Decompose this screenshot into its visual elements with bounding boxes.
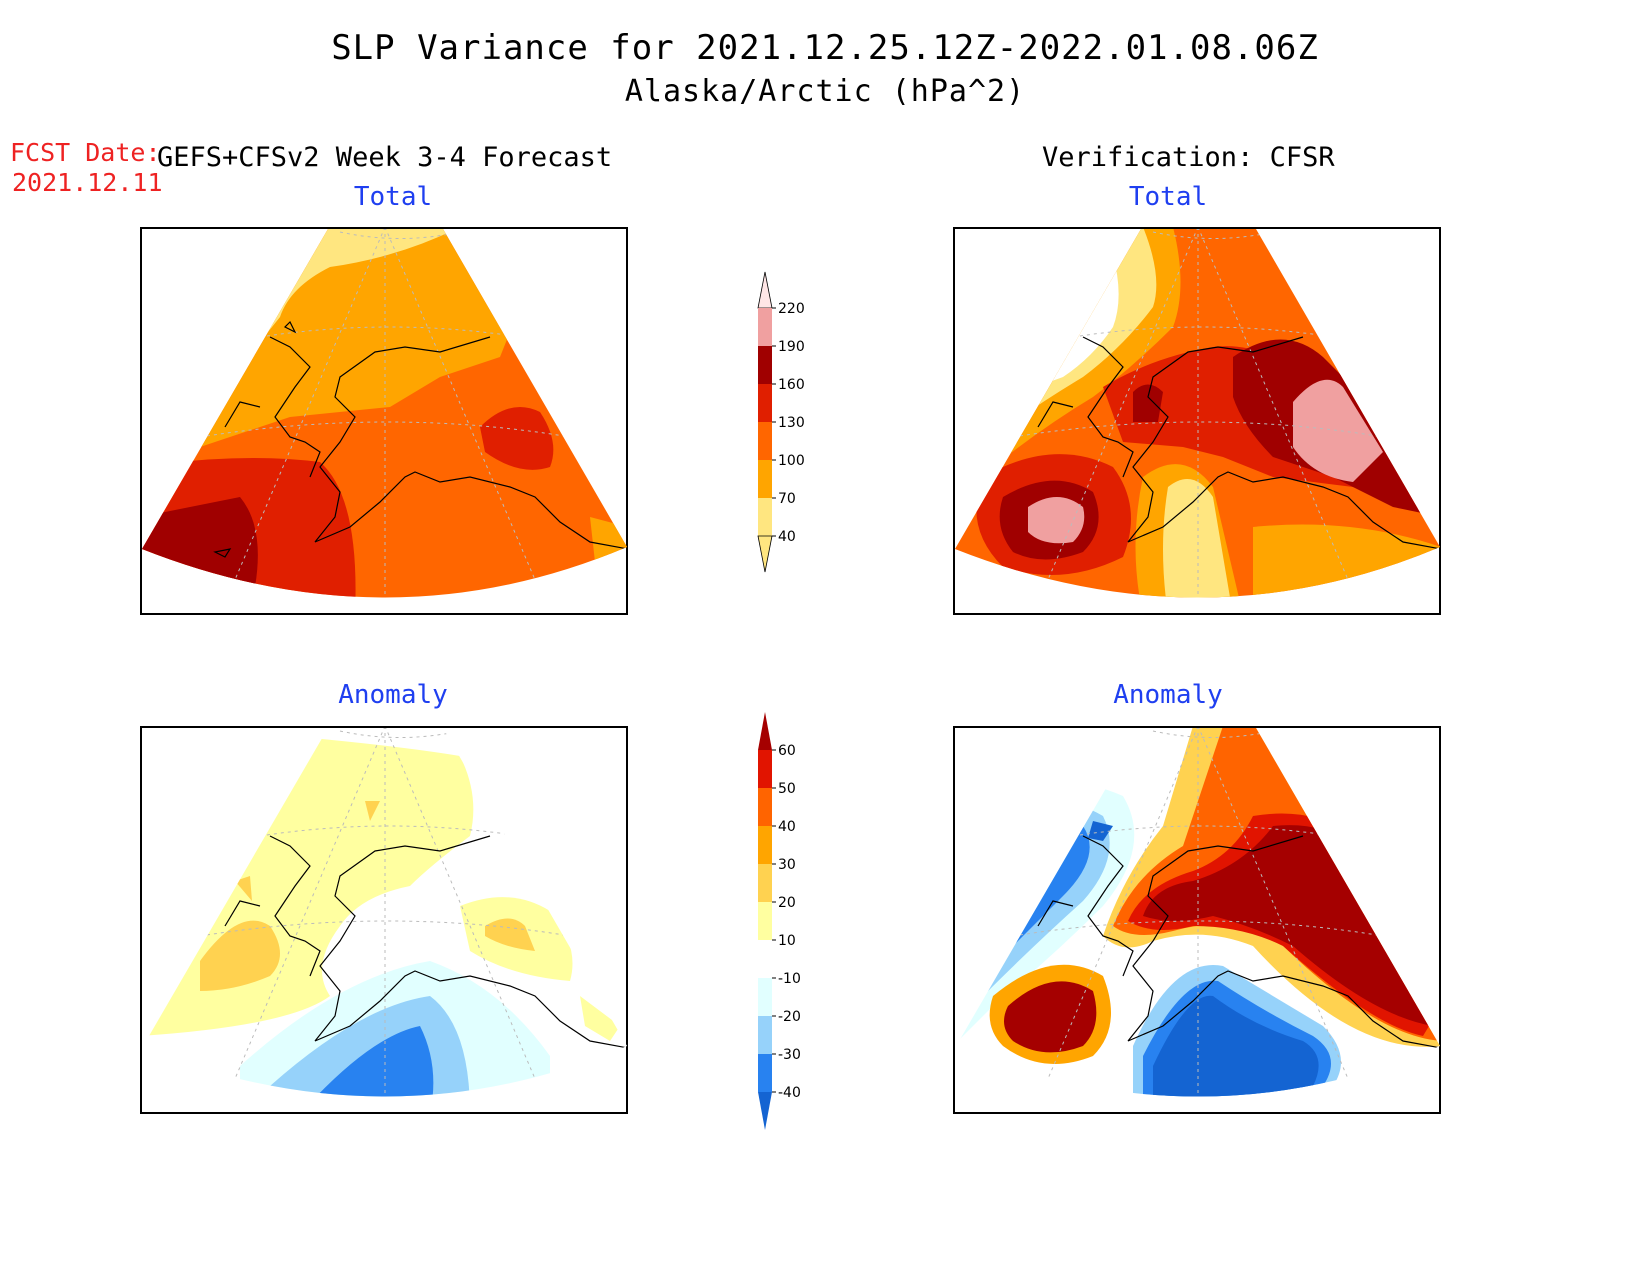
forecast-total-map	[140, 227, 628, 615]
anomaly-colorbar-label: -10	[778, 971, 801, 987]
fcst-date-value: 2021.12.11	[12, 168, 163, 197]
total-colorbar-label: 130	[778, 415, 805, 431]
anomaly-colorbar-label: 10	[778, 933, 796, 949]
total-colorbar-label: 100	[778, 453, 805, 469]
anomaly-colorbar-segment	[758, 1016, 772, 1054]
anomaly-colorbar-label: 50	[778, 781, 796, 797]
fcst-date-label: FCST Date:	[10, 138, 161, 167]
total-colorbar-segment	[758, 460, 772, 498]
total-colorbar-label: 220	[778, 301, 805, 317]
total-colorbar-top-arrow	[757, 271, 773, 309]
verification-anomaly-title: Anomaly	[1113, 680, 1223, 710]
total-colorbar-label: 40	[778, 529, 796, 545]
anomaly-colorbar-label: -40	[778, 1085, 801, 1101]
anomaly-colorbar-segment	[758, 788, 772, 826]
verification-column-heading: Verification: CFSR	[1042, 142, 1335, 173]
forecast-anomaly-map	[140, 726, 628, 1114]
anomaly-colorbar-label: -30	[778, 1047, 801, 1063]
anomaly-colorbar-top-arrow	[758, 712, 772, 750]
forecast-total-title: Total	[353, 182, 433, 212]
total-colorbar-segment	[758, 384, 772, 422]
anomaly-colorbar-label: 30	[778, 857, 796, 873]
anomaly-colorbar-bottom-arrow	[758, 1092, 772, 1130]
anomaly-colorbar-segment	[758, 826, 772, 864]
total-colorbar-label: 190	[778, 339, 805, 355]
main-title: SLP Variance for 2021.12.25.12Z-2022.01.…	[331, 28, 1319, 68]
anomaly-colorbar: -40 -30 -20 -10 10 20 30 40 50 60	[758, 712, 801, 1130]
main-subtitle: Alaska/Arctic (hPa^2)	[624, 74, 1026, 109]
anomaly-colorbar-segment	[758, 902, 772, 940]
verification-total-title: Total	[1128, 182, 1208, 212]
total-colorbar-label: 160	[778, 377, 805, 393]
anomaly-colorbar-segment	[758, 750, 772, 788]
anomaly-colorbar-segment	[758, 940, 772, 978]
anomaly-colorbar-label: 40	[778, 819, 796, 835]
verification-anomaly-map	[953, 726, 1441, 1114]
anomaly-colorbar-segment	[758, 1054, 772, 1092]
total-colorbar-segment	[758, 308, 772, 346]
anomaly-colorbar-segment	[758, 864, 772, 902]
total-colorbar-segment	[758, 346, 772, 384]
total-colorbar-segment	[758, 422, 772, 460]
total-colorbar-label: 70	[778, 491, 796, 507]
verification-total-map	[953, 227, 1441, 615]
forecast-anomaly-title: Anomaly	[338, 680, 448, 710]
anomaly-colorbar-segment	[758, 978, 772, 1016]
anomaly-colorbar-label: -20	[778, 1009, 801, 1025]
anomaly-colorbar-label: 20	[778, 895, 796, 911]
total-colorbar-segment	[758, 498, 772, 536]
anomaly-colorbar-label: 60	[778, 743, 796, 759]
forecast-column-heading: GEFS+CFSv2 Week 3-4 Forecast	[157, 142, 613, 173]
total-colorbar: 40 70 100 130 160 190 220	[757, 271, 805, 573]
total-colorbar-bottom-arrow	[757, 535, 773, 573]
